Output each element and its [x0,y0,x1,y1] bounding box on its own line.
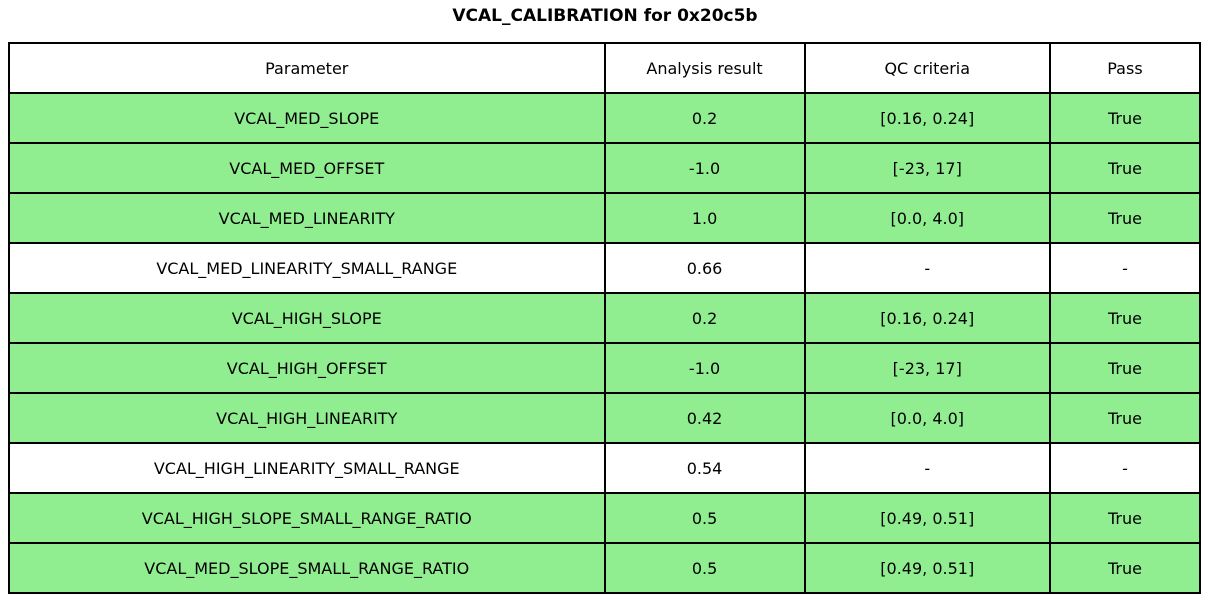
param-cell: VCAL_HIGH_SLOPE [8,292,606,344]
table-row: VCAL_HIGH_OFFSET -1.0 [-23, 17] True [8,342,1202,394]
criteria-cell: [0.49, 0.51] [803,542,1051,594]
header-analysis-result: Analysis result [603,42,806,94]
header-qc-criteria: QC criteria [803,42,1051,94]
criteria-cell: - [803,242,1051,294]
param-cell: VCAL_MED_SLOPE [8,92,606,144]
criteria-cell: [0.0, 4.0] [803,192,1051,244]
criteria-cell: - [803,442,1051,494]
result-cell: 1.0 [603,192,806,244]
criteria-cell: [0.49, 0.51] [803,492,1051,544]
result-cell: 0.2 [603,292,806,344]
pass-cell: - [1048,242,1202,294]
result-cell: -1.0 [603,342,806,394]
table-row: VCAL_HIGH_LINEARITY 0.42 [0.0, 4.0] True [8,392,1202,444]
qc-table: Parameter Analysis result QC criteria Pa… [8,42,1202,594]
table-row: VCAL_MED_LINEARITY 1.0 [0.0, 4.0] True [8,192,1202,244]
criteria-cell: [0.16, 0.24] [803,92,1051,144]
param-cell: VCAL_HIGH_LINEARITY [8,392,606,444]
param-cell: VCAL_MED_LINEARITY_SMALL_RANGE [8,242,606,294]
criteria-cell: [0.16, 0.24] [803,292,1051,344]
table-row: VCAL_MED_SLOPE 0.2 [0.16, 0.24] True [8,92,1202,144]
param-cell: VCAL_HIGH_OFFSET [8,342,606,394]
table-header-row: Parameter Analysis result QC criteria Pa… [8,42,1202,94]
page-title: VCAL_CALIBRATION for 0x20c5b [452,6,758,26]
param-cell: VCAL_MED_SLOPE_SMALL_RANGE_RATIO [8,542,606,594]
header-pass: Pass [1048,42,1202,94]
result-cell: 0.5 [603,492,806,544]
pass-cell: True [1048,292,1202,344]
criteria-cell: [-23, 17] [803,142,1051,194]
table-row: VCAL_HIGH_SLOPE_SMALL_RANGE_RATIO 0.5 [0… [8,492,1202,544]
result-cell: 0.2 [603,92,806,144]
pass-cell: True [1048,492,1202,544]
criteria-cell: [0.0, 4.0] [803,392,1051,444]
pass-cell: True [1048,142,1202,194]
table-row: VCAL_MED_SLOPE_SMALL_RANGE_RATIO 0.5 [0.… [8,542,1202,594]
param-cell: VCAL_MED_LINEARITY [8,192,606,244]
pass-cell: True [1048,342,1202,394]
pass-cell: True [1048,392,1202,444]
param-cell: VCAL_HIGH_LINEARITY_SMALL_RANGE [8,442,606,494]
header-parameter: Parameter [8,42,606,94]
table-row: VCAL_MED_OFFSET -1.0 [-23, 17] True [8,142,1202,194]
result-cell: 0.54 [603,442,806,494]
table-row: VCAL_MED_LINEARITY_SMALL_RANGE 0.66 - - [8,242,1202,294]
table-row: VCAL_HIGH_SLOPE 0.2 [0.16, 0.24] True [8,292,1202,344]
pass-cell: True [1048,92,1202,144]
param-cell: VCAL_MED_OFFSET [8,142,606,194]
pass-cell: True [1048,192,1202,244]
param-cell: VCAL_HIGH_SLOPE_SMALL_RANGE_RATIO [8,492,606,544]
result-cell: 0.42 [603,392,806,444]
result-cell: 0.66 [603,242,806,294]
criteria-cell: [-23, 17] [803,342,1051,394]
result-cell: 0.5 [603,542,806,594]
result-cell: -1.0 [603,142,806,194]
table-row: VCAL_HIGH_LINEARITY_SMALL_RANGE 0.54 - - [8,442,1202,494]
pass-cell: - [1048,442,1202,494]
pass-cell: True [1048,542,1202,594]
